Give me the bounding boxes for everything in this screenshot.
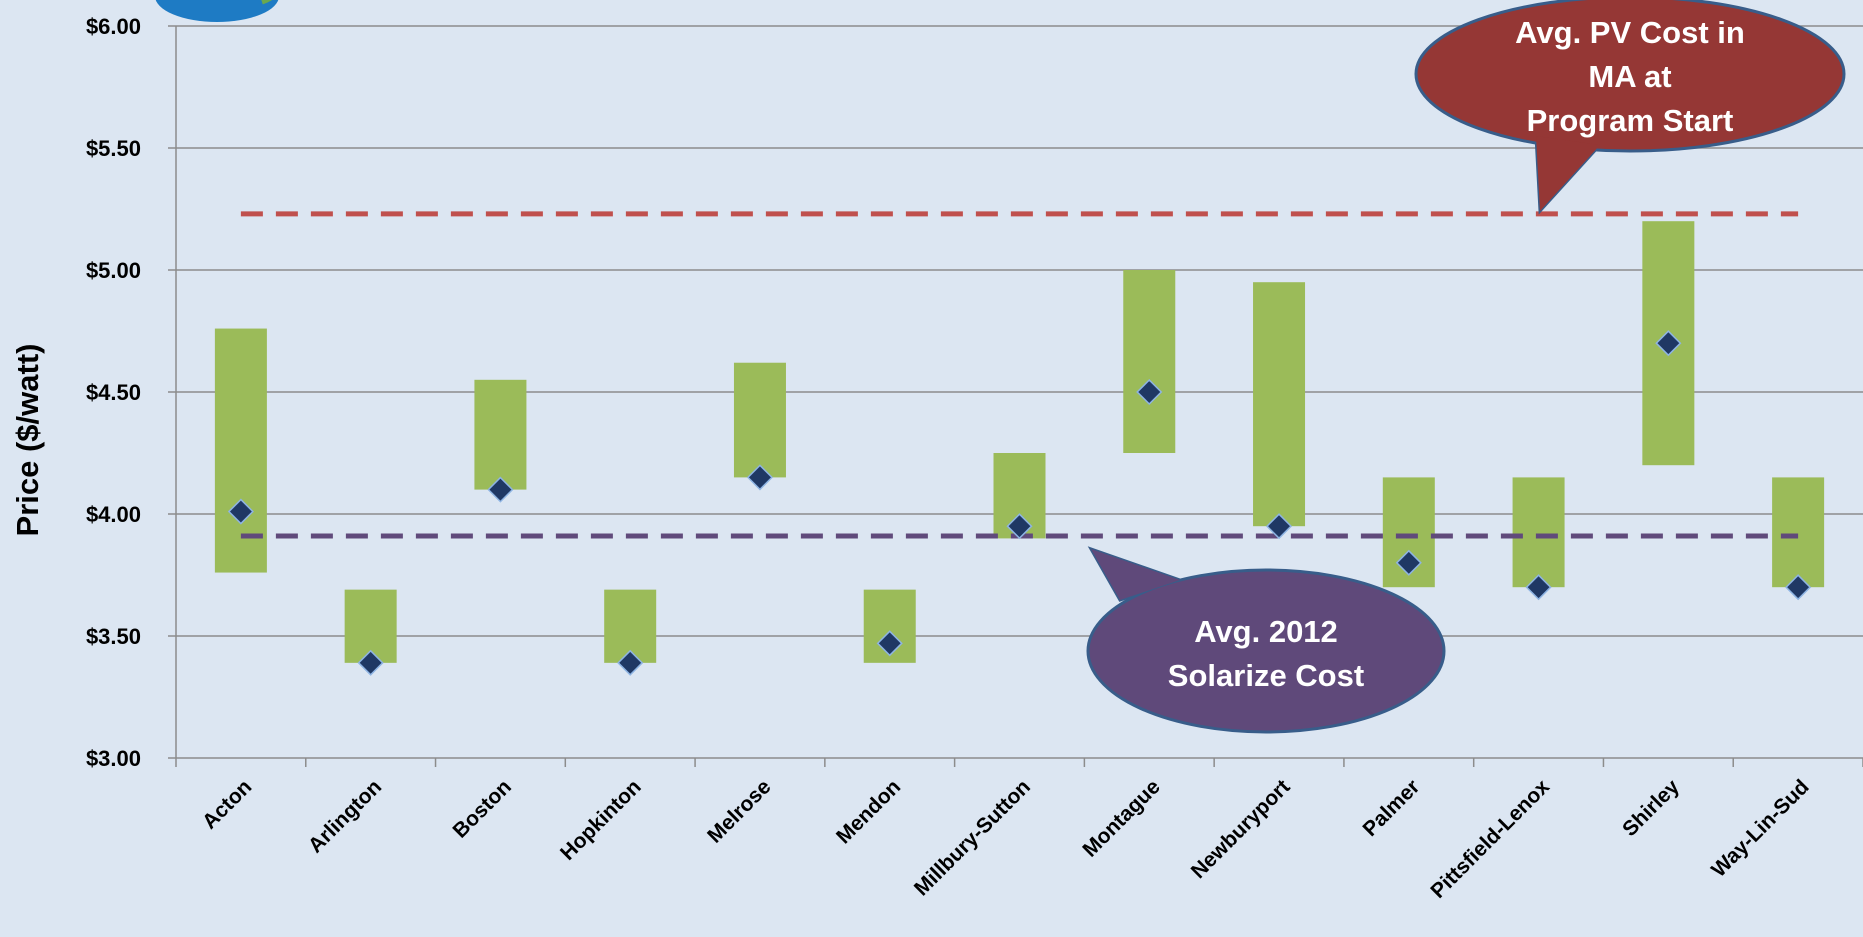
y-tick-label: $4.00 [86,502,141,527]
x-tick-label: Palmer [1359,775,1425,841]
average-marker [1525,574,1552,601]
y-tick-label: $5.50 [86,136,141,161]
logo [155,0,279,22]
average-marker [487,476,514,503]
x-tick-label: Newburyport [1187,775,1295,883]
logo-accent [261,0,273,5]
y-tick-label: $3.50 [86,624,141,649]
range-bar [214,328,267,573]
range-bar [1512,477,1565,588]
average-marker [617,649,644,676]
x-tick-label: Melrose [703,775,775,847]
range-bar [733,362,786,478]
range-bar [1123,270,1176,453]
x-tick-label: Millbury-Sutton [910,775,1035,900]
range-bar [474,379,527,490]
x-tick-label: Acton [198,775,256,833]
callout [1086,568,1446,734]
y-axis-title: Price ($/watt) [10,344,45,537]
callout-text: Program Start [1527,103,1734,138]
callout-text: MA at [1588,59,1671,94]
average-marker [1395,549,1422,576]
callout-text: Avg. 2012 [1194,614,1338,649]
range-bar [1772,477,1825,588]
x-tick-label: Pittsfield-Lenox [1426,775,1554,903]
x-tick-label: Way-Lin-Sud [1707,775,1813,881]
callout-tail-fill [1091,549,1180,600]
average-marker [746,464,774,491]
y-tick-label: $6.00 [86,14,141,39]
callout [1414,0,1846,153]
y-tick-label: $5.00 [86,258,141,283]
callout-text: Solarize Cost [1168,658,1364,693]
x-tick-label: Arlington [304,775,386,857]
callout-tail-fill [1536,136,1600,211]
range-bar [1253,282,1306,527]
average-marker [1655,330,1682,357]
x-tick-label: Hopkinton [556,775,646,865]
x-tick-label: Mendon [832,775,905,848]
average-marker [227,498,254,525]
y-tick-label: $4.50 [86,380,141,405]
x-tick-label: Montague [1078,775,1164,861]
x-tick-label: Boston [449,775,516,842]
x-tick-label: Shirley [1618,775,1684,841]
average-marker [357,649,384,676]
callout-text: Avg. PV Cost in [1515,15,1745,50]
average-marker [876,630,903,657]
average-marker [1006,513,1033,540]
y-tick-label: $3.00 [86,746,141,771]
average-marker [1265,513,1293,540]
average-marker [1785,574,1812,601]
average-marker [1136,378,1163,406]
